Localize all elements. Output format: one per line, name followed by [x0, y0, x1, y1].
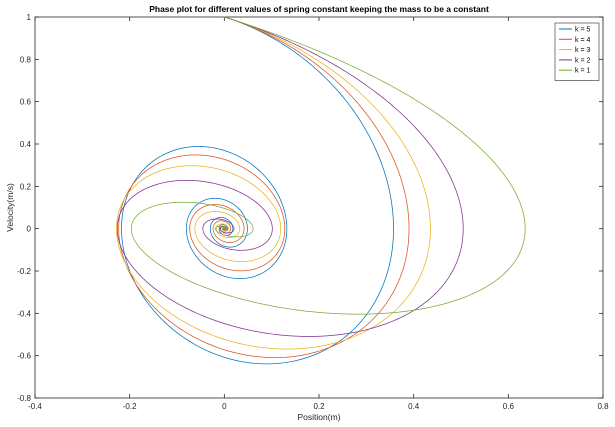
- legend-entry-label: k = 3: [575, 47, 590, 54]
- legend: k = 5 k = 4 k = 3 k = 2 k = 1: [554, 22, 600, 81]
- y-axis-label: Velocity(m/s): [5, 183, 15, 232]
- y-tick-label: -0.2: [17, 267, 31, 276]
- x-tick-label: 0.6: [503, 402, 515, 411]
- legend-entry-label: k = 1: [575, 68, 590, 75]
- x-tick-label: 0.2: [313, 402, 325, 411]
- series-curves: [116, 16, 526, 365]
- plot-area-frame: [34, 16, 604, 399]
- x-tick-label: 0.8: [597, 402, 609, 411]
- y-tick-label: 0.8: [20, 55, 32, 64]
- y-tick-label: 0: [27, 225, 32, 234]
- legend-entry-label: k = 5: [575, 27, 590, 34]
- legend-box: [554, 22, 600, 81]
- y-tick-label: -0.8: [17, 394, 31, 403]
- y-tick-label: 0.4: [20, 140, 32, 149]
- x-tick-label: 0.4: [408, 402, 420, 411]
- y-axis: -0.8 -0.6 -0.4 -0.2 0 0.2 0.4 0.6 0.8 1: [17, 13, 603, 403]
- legend-entry-label: k = 2: [575, 57, 590, 64]
- y-tick-label: 0.6: [20, 98, 32, 107]
- x-tick-label: -0.4: [28, 402, 42, 411]
- chart-title: Phase plot for different values of sprin…: [149, 4, 489, 14]
- x-tick-label: -0.2: [123, 402, 137, 411]
- y-tick-label: -0.4: [17, 309, 31, 318]
- y-tick-label: 0.2: [20, 182, 32, 191]
- x-axis: -0.4 -0.2 0 0.2 0.4 0.6 0.8: [28, 17, 609, 411]
- x-axis-label: Position(m): [298, 412, 341, 422]
- legend-entry-label: k = 4: [575, 37, 590, 44]
- y-tick-label: -0.6: [17, 352, 31, 361]
- series-line-k1: [130, 16, 526, 315]
- x-tick-label: 0: [222, 402, 227, 411]
- y-tick-label: 1: [27, 13, 32, 22]
